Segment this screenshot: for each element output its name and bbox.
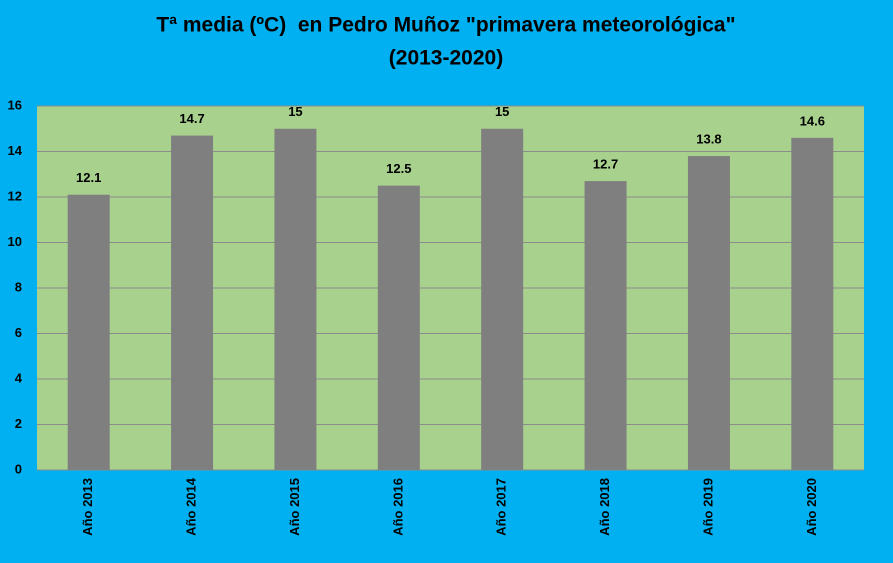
y-tick-label: 8	[15, 279, 22, 294]
x-tick-label: Año 2017	[494, 478, 509, 536]
x-tick-label: Año 2016	[390, 478, 405, 536]
x-tick-label: Año 2015	[287, 478, 302, 536]
bar	[67, 194, 110, 470]
bar	[584, 181, 627, 470]
data-label: 12.7	[593, 157, 618, 172]
x-tick-label: Año 2013	[80, 478, 95, 536]
y-tick-label: 16	[8, 97, 22, 112]
x-tick-label: Año 2019	[700, 478, 715, 536]
data-label: 13.8	[696, 131, 721, 146]
data-label: 12.1	[76, 170, 101, 185]
bar	[481, 128, 524, 470]
y-tick-label: 4	[15, 370, 23, 385]
y-tick-label: 14	[8, 143, 23, 158]
x-tick-label: Año 2018	[597, 478, 612, 536]
bar	[171, 135, 214, 470]
x-tick-label: Año 2020	[804, 478, 819, 536]
bar	[791, 137, 834, 470]
data-label: 14.6	[800, 113, 825, 128]
data-label: 15	[288, 104, 302, 119]
y-tick-label: 6	[15, 325, 22, 340]
x-tick-label: Año 2014	[184, 477, 199, 536]
y-tick-label: 2	[15, 416, 22, 431]
bar	[377, 185, 420, 470]
y-tick-label: 10	[8, 234, 22, 249]
chart-subtitle: (2013-2020)	[389, 47, 503, 70]
bar	[687, 156, 730, 471]
y-tick-label: 12	[8, 188, 22, 203]
y-tick-label: 0	[15, 461, 22, 476]
data-label: 14.7	[179, 111, 204, 126]
bar	[274, 128, 317, 470]
chart-title: Tª media (ºC) en Pedro Muñoz "primavera …	[156, 14, 735, 37]
data-label: 15	[495, 104, 509, 119]
data-label: 12.5	[386, 161, 411, 176]
